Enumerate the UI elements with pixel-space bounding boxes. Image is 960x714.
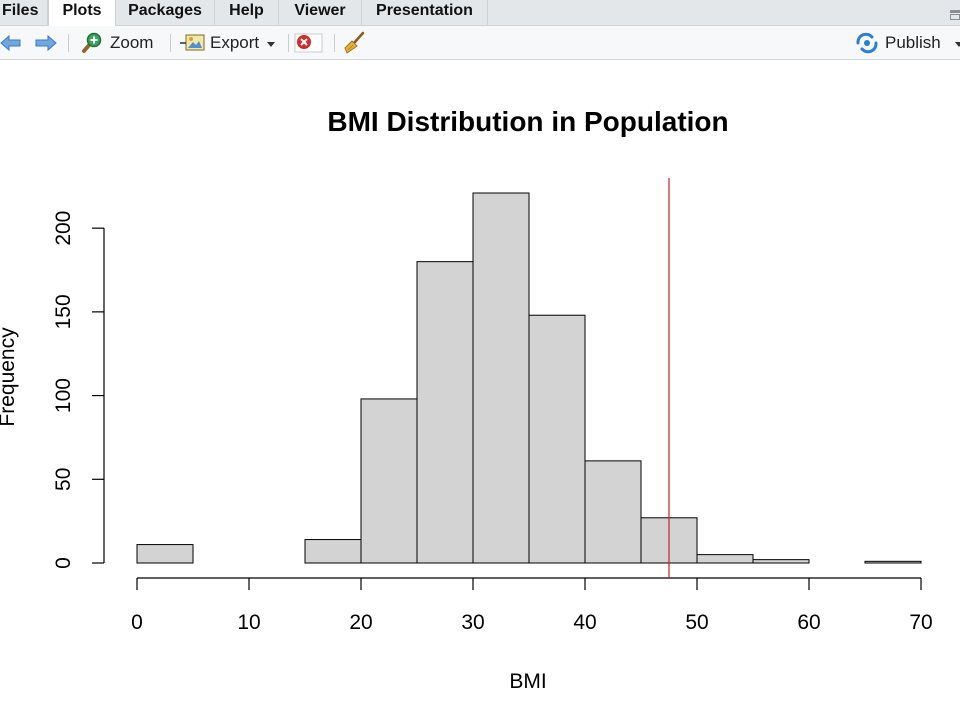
export-menu-button[interactable]: Export [180,26,276,60]
x-tick-label: 10 [237,611,260,634]
remove-plot-icon [294,33,323,53]
y-tick-label: 0 [52,557,75,569]
maximize-pane-icon[interactable] [950,8,960,20]
histogram-chart: BMI Distribution in Population BMI Frequ… [0,106,933,693]
x-axis: 0 10 20 30 40 50 60 70 [131,577,933,634]
export-label: Export [210,33,260,52]
chevron-down-icon [267,41,276,47]
x-tick-label: 50 [685,611,708,634]
histogram-bar-55-60 [752,559,810,564]
y-axis: 0 50 100 150 200 [52,211,105,569]
publish-icon [856,32,878,54]
y-tick-label: 100 [52,378,75,413]
magnifier-plus-icon [82,32,102,53]
x-axis-label: BMI [509,670,546,693]
y-tick-label: 200 [52,211,75,246]
tab-viewer[interactable]: Viewer [279,0,362,26]
histogram-bar-35-40 [528,314,586,564]
tab-plots[interactable]: Plots [48,0,116,27]
histogram-bar-50-55 [696,554,754,564]
publish-button[interactable]: Publish [854,26,960,60]
x-tick-label: 0 [131,611,143,634]
toolbar-separator [68,34,69,52]
forward-button[interactable] [34,26,60,60]
clear-all-plots-button[interactable] [343,26,367,60]
pane-tab-bar: Files Plots Packages Help Viewer Present… [0,0,960,27]
histogram-bar-0-5 [136,544,194,564]
back-button[interactable] [0,26,24,60]
y-tick-label: 150 [52,294,75,329]
x-tick-label: 60 [797,611,820,634]
arrow-right-icon [35,34,57,52]
zoom-button[interactable]: Zoom [80,26,153,60]
publish-label: Publish [885,33,941,52]
y-tick-label: 50 [52,468,75,491]
zoom-label: Zoom [110,33,154,52]
tab-packages[interactable]: Packages [116,0,215,26]
tab-files[interactable]: Files [0,0,48,26]
histogram-bar-25-30 [416,261,474,564]
histogram-bar-20-25 [360,398,418,564]
toolbar-separator [170,34,171,52]
chart-title: BMI Distribution in Population [327,106,728,137]
histogram-bar-15-20 [304,539,362,564]
y-axis-label: Frequency [0,327,19,427]
toolbar-separator [288,34,289,52]
x-tick-label: 30 [461,611,484,634]
tab-presentation[interactable]: Presentation [362,0,488,26]
histogram-bar-65-70 [864,560,922,564]
arrow-left-icon [0,34,21,52]
x-tick-label: 20 [349,611,372,634]
remove-plot-button[interactable] [294,26,324,60]
toolbar-separator [334,34,335,52]
x-tick-label: 40 [573,611,596,634]
x-tick-label: 70 [909,611,932,634]
histogram-bars [136,192,922,564]
broom-icon [344,31,365,54]
histogram-bar-40-45 [584,460,642,564]
export-image-icon [180,34,205,51]
chevron-down-icon [954,41,960,47]
histogram-bar-30-35 [472,192,530,564]
tab-help[interactable]: Help [215,0,279,26]
plots-toolbar: Zoom Export Publ [0,26,960,60]
